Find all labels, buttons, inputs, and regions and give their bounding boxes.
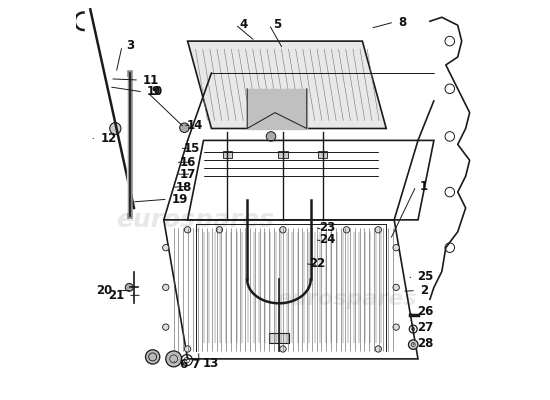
Text: 17: 17 (180, 168, 196, 181)
Text: 9: 9 (151, 86, 159, 98)
Text: 28: 28 (417, 337, 433, 350)
Text: eurospares: eurospares (276, 289, 417, 309)
FancyBboxPatch shape (278, 151, 288, 158)
Circle shape (163, 244, 169, 251)
Polygon shape (188, 41, 386, 128)
Text: 18: 18 (175, 181, 192, 194)
Text: 23: 23 (318, 220, 335, 234)
Text: 26: 26 (417, 305, 433, 318)
Text: 10: 10 (147, 86, 163, 98)
Text: 4: 4 (239, 18, 248, 31)
Text: 7: 7 (191, 358, 199, 371)
Circle shape (280, 227, 286, 233)
Ellipse shape (110, 122, 121, 134)
Text: 6: 6 (179, 358, 187, 371)
Circle shape (393, 244, 399, 251)
Circle shape (393, 284, 399, 290)
Circle shape (163, 284, 169, 290)
Polygon shape (247, 89, 307, 128)
Text: 15: 15 (184, 142, 200, 155)
Circle shape (184, 227, 191, 233)
Text: 16: 16 (180, 156, 196, 169)
Circle shape (180, 123, 189, 132)
Text: 5: 5 (273, 18, 281, 31)
FancyBboxPatch shape (223, 151, 232, 158)
Text: 2: 2 (420, 284, 428, 297)
Text: 12: 12 (100, 132, 117, 145)
Circle shape (343, 227, 350, 233)
Text: eurospares: eurospares (117, 208, 274, 232)
Text: 14: 14 (187, 119, 203, 132)
Text: 11: 11 (143, 74, 160, 86)
Circle shape (125, 284, 133, 291)
Circle shape (184, 346, 191, 352)
Text: 20: 20 (96, 284, 112, 297)
Text: 27: 27 (417, 321, 433, 334)
Text: 25: 25 (417, 270, 433, 283)
Circle shape (163, 324, 169, 330)
Circle shape (216, 227, 223, 233)
Circle shape (375, 346, 382, 352)
Text: 21: 21 (108, 289, 124, 302)
Circle shape (146, 350, 160, 364)
FancyBboxPatch shape (318, 151, 327, 158)
Circle shape (409, 340, 418, 349)
Text: 3: 3 (126, 39, 134, 52)
Text: 24: 24 (318, 233, 335, 246)
Circle shape (266, 132, 276, 141)
Text: 8: 8 (398, 16, 406, 28)
Circle shape (166, 351, 182, 367)
Text: 13: 13 (203, 357, 219, 370)
Circle shape (393, 324, 399, 330)
FancyBboxPatch shape (269, 333, 289, 343)
Text: 1: 1 (420, 180, 428, 192)
Circle shape (280, 346, 286, 352)
Text: 19: 19 (172, 193, 188, 206)
Circle shape (375, 227, 382, 233)
Text: 22: 22 (309, 257, 325, 270)
